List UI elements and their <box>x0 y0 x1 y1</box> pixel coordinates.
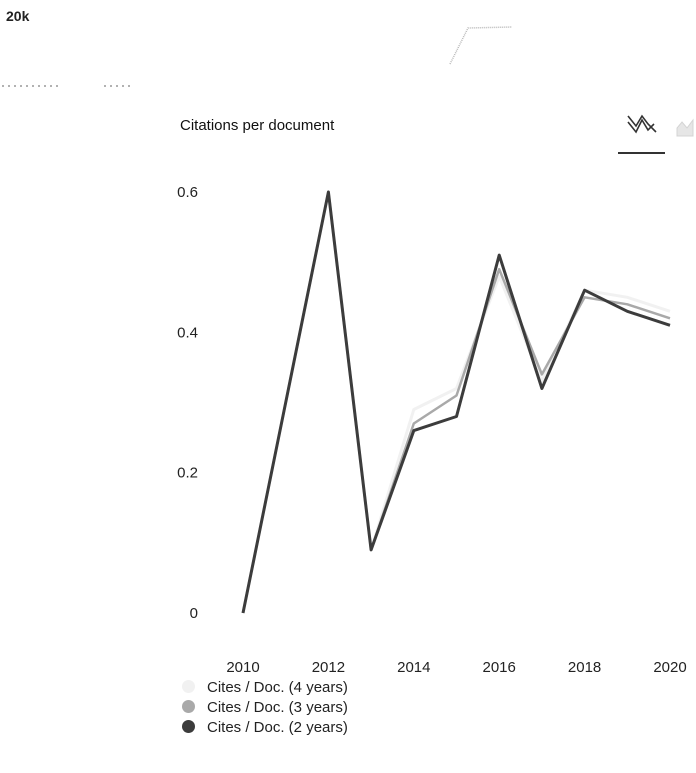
legend-swatch-2-years <box>182 720 195 734</box>
series-line-2[interactable] <box>241 190 671 614</box>
chart-type-toolbar <box>618 110 696 156</box>
x-tick-label: 2018 <box>568 659 601 676</box>
y-tick-label: 0.4 <box>177 324 198 341</box>
chart-title: Citations per document <box>180 117 335 134</box>
line-chart-icon <box>627 114 657 134</box>
x-tick-label: 2012 <box>312 659 345 676</box>
series-line-1[interactable] <box>241 190 671 614</box>
legend-item-2-years[interactable]: Cites / Doc. (2 years) <box>182 718 348 738</box>
previous-chart-top-tick-label: 20k <box>6 8 30 24</box>
chart-legend: Cites / Doc. (4 years) Cites / Doc. (3 y… <box>182 678 348 738</box>
legend-item-4-years[interactable]: Cites / Doc. (4 years) <box>182 678 348 698</box>
area-chart-icon <box>676 118 694 137</box>
x-tick-label: 2010 <box>226 659 259 676</box>
series-line-3[interactable] <box>241 190 671 614</box>
selected-tab-underline <box>618 152 665 154</box>
x-tick-label: 2014 <box>397 659 430 676</box>
area-chart-button[interactable] <box>674 116 696 140</box>
y-tick-label: 0.6 <box>177 184 198 201</box>
line-chart-button[interactable] <box>618 110 666 154</box>
legend-item-3-years[interactable]: Cites / Doc. (3 years) <box>182 698 348 718</box>
legend-swatch-4-years <box>182 680 195 694</box>
x-tick-label: 2016 <box>483 659 516 676</box>
legend-swatch-3-years <box>182 700 195 714</box>
y-tick-label: 0 <box>190 605 198 622</box>
previous-chart-fragment <box>2 26 513 87</box>
y-tick-label: 0.2 <box>177 465 198 482</box>
x-tick-label: 2020 <box>653 659 686 676</box>
